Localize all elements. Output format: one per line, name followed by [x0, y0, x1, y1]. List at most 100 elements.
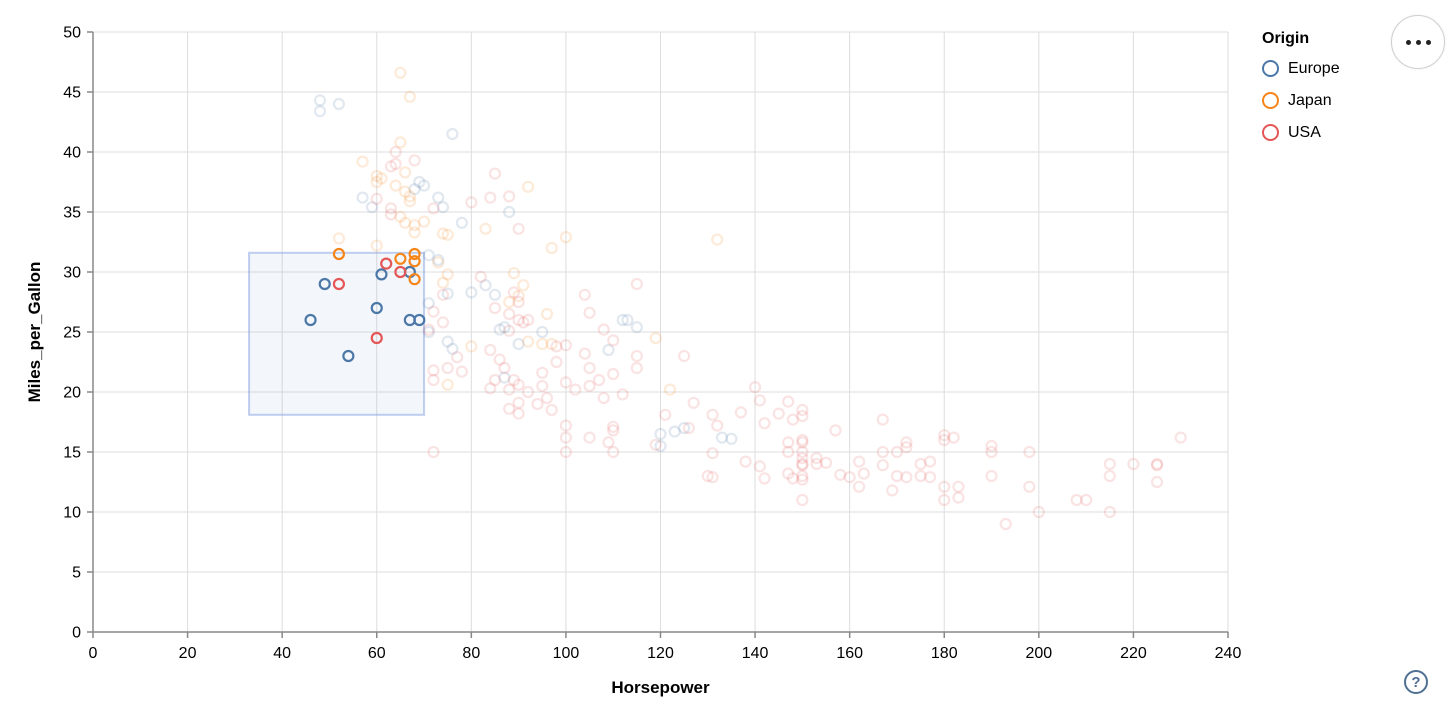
- data-point: [890, 469, 904, 483]
- data-point: [725, 432, 738, 445]
- data-point: [436, 201, 450, 214]
- data-point: [436, 227, 450, 240]
- legend-item-usa: USA: [1262, 122, 1392, 143]
- data-point: [621, 313, 634, 327]
- data-point: [758, 417, 771, 430]
- data-point: [413, 313, 426, 327]
- legend-title: Origin: [1262, 30, 1310, 47]
- y-tick-label: 20: [63, 385, 81, 402]
- data-point: [512, 396, 525, 409]
- data-point: [938, 480, 951, 493]
- data-point: [465, 196, 478, 209]
- data-point: [370, 192, 383, 205]
- data-point: [782, 467, 795, 480]
- data-point: [408, 219, 421, 232]
- data-point: [715, 431, 729, 444]
- data-point: [484, 382, 497, 395]
- data-point: [796, 445, 809, 459]
- data-point: [630, 361, 643, 375]
- data-point: [304, 313, 317, 327]
- data-point: [384, 208, 398, 221]
- data-point: [583, 431, 596, 444]
- data-point: [583, 379, 596, 393]
- data-point: [1080, 493, 1093, 507]
- data-point: [521, 385, 535, 399]
- y-tick-label: 35: [63, 205, 81, 222]
- data-point: [1103, 469, 1116, 483]
- data-point: [753, 394, 766, 407]
- data-point: [427, 373, 440, 387]
- data-point: [512, 313, 525, 327]
- data-point: [370, 169, 383, 183]
- data-point: [536, 325, 549, 339]
- data-point: [630, 349, 643, 363]
- japan-circle-icon: [1262, 92, 1279, 109]
- data-point: [465, 286, 478, 299]
- data-point: [441, 287, 454, 300]
- data-point: [890, 445, 904, 459]
- data-point: [853, 480, 866, 493]
- y-tick-label: 40: [63, 145, 81, 162]
- data-point: [380, 257, 393, 270]
- data-point: [403, 190, 416, 203]
- data-point: [422, 323, 435, 336]
- data-point: [484, 191, 497, 204]
- data-point: [493, 353, 506, 366]
- y-tick-label: 50: [63, 25, 81, 42]
- data-point: [318, 277, 331, 291]
- data-point: [914, 469, 927, 483]
- y-tick-label: 45: [63, 85, 81, 102]
- data-point: [711, 419, 724, 432]
- data-point: [876, 413, 889, 426]
- data-point: [432, 253, 445, 267]
- data-point: [739, 455, 752, 468]
- data-point: [427, 305, 440, 318]
- data-point: [938, 433, 951, 447]
- data-point: [914, 457, 927, 471]
- legend-label: USA: [1288, 123, 1321, 141]
- data-point: [540, 391, 554, 405]
- data-point: [408, 154, 421, 167]
- data-point: [342, 349, 355, 363]
- data-point: [753, 460, 766, 473]
- data-point: [455, 365, 468, 378]
- data-point: [682, 421, 695, 435]
- x-tick-label: 140: [742, 645, 769, 662]
- data-point: [446, 127, 459, 141]
- data-point: [365, 201, 379, 214]
- x-tick-label: 160: [836, 645, 863, 662]
- data-point: [332, 247, 346, 261]
- data-point: [408, 247, 421, 261]
- data-point: [488, 373, 502, 387]
- data-point: [488, 167, 502, 180]
- data-point: [559, 445, 573, 459]
- data-point: [583, 306, 596, 319]
- data-point: [313, 105, 327, 118]
- data-point: [512, 289, 525, 303]
- data-point: [796, 459, 809, 472]
- data-point: [876, 459, 889, 472]
- x-tick-label: 180: [931, 645, 958, 662]
- data-point: [441, 361, 454, 375]
- data-point: [503, 307, 516, 321]
- data-point: [947, 431, 960, 444]
- help-button[interactable]: ?: [1404, 670, 1428, 694]
- data-point: [517, 279, 530, 292]
- data-point: [488, 301, 502, 315]
- data-point: [503, 383, 516, 396]
- x-tick-label: 40: [273, 645, 291, 662]
- data-point: [810, 457, 823, 471]
- legend-item-japan: Japan: [1262, 90, 1392, 111]
- data-point: [394, 210, 407, 223]
- data-point: [432, 256, 445, 269]
- chart-actions-button[interactable]: [1391, 15, 1445, 69]
- data-point: [1032, 505, 1045, 519]
- data-point: [545, 337, 558, 351]
- data-point: [900, 471, 913, 484]
- data-point: [1150, 475, 1164, 489]
- data-point: [1150, 457, 1164, 471]
- data-point: [876, 445, 889, 459]
- data-point: [422, 297, 435, 310]
- data-point: [796, 493, 809, 507]
- data-point: [843, 471, 856, 484]
